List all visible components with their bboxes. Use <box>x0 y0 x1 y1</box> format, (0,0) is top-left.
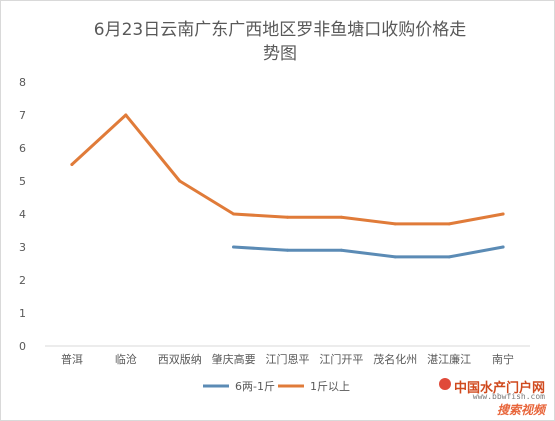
data-point <box>124 113 128 117</box>
y-tick-label: 5 <box>19 175 26 188</box>
watermark-url: www.bbwfish.com <box>472 392 545 401</box>
series-line-1 <box>232 245 505 259</box>
chart-title-line-2: 势图 <box>263 44 297 64</box>
y-tick-label: 3 <box>19 241 26 254</box>
chart-title-line-1: 6月23日云南广东广西地区罗非鱼塘口收购价格走 <box>93 20 467 40</box>
x-tick-label: 临沧 <box>115 352 137 366</box>
watermark-slogan: 搜索视频 <box>496 403 545 417</box>
data-point <box>178 179 182 183</box>
x-tick-label: 茂名化州 <box>373 352 417 366</box>
watermark-logo: 中国水产门户网 www.bbwfish.com 搜索视频 <box>439 377 549 417</box>
data-point <box>232 245 236 249</box>
x-tick-label: 江门恩平 <box>266 352 310 366</box>
y-tick-label: 6 <box>19 142 26 155</box>
legend-label: 1斤以上 <box>310 380 350 393</box>
data-point <box>286 248 289 252</box>
data-point <box>447 255 451 259</box>
y-tick-label: 2 <box>19 274 26 287</box>
watermark-dot-icon <box>439 378 451 390</box>
y-tick-label: 7 <box>19 109 26 122</box>
y-tick-label: 1 <box>19 307 26 320</box>
data-point <box>393 222 397 226</box>
x-tick-label: 南宁 <box>492 352 514 366</box>
x-tick-label: 西双版纳 <box>158 352 202 366</box>
x-tick-label: 普洱 <box>61 352 83 366</box>
data-point <box>447 222 451 226</box>
data-point <box>70 163 74 166</box>
x-tick-label: 湛江廉江 <box>427 352 471 366</box>
legend-label: 6两-1斤 <box>235 380 275 393</box>
series-line-2 <box>70 113 505 226</box>
data-point <box>393 255 397 259</box>
y-tick-label: 8 <box>19 76 26 89</box>
data-point <box>501 245 505 249</box>
watermark-site-name: 中国水产门户网 <box>453 381 545 396</box>
chart-title: 6月23日云南广东广西地区罗非鱼塘口收购价格走 势图 <box>60 18 500 66</box>
data-point <box>339 215 343 219</box>
x-tick-label: 江门开平 <box>319 352 363 366</box>
y-tick-label: 0 <box>19 340 26 353</box>
data-point <box>286 215 289 219</box>
data-point <box>501 212 505 216</box>
y-tick-label: 4 <box>19 208 26 221</box>
x-tick-label: 肇庆高要 <box>212 352 256 366</box>
data-point <box>232 212 236 216</box>
data-point <box>339 248 343 252</box>
